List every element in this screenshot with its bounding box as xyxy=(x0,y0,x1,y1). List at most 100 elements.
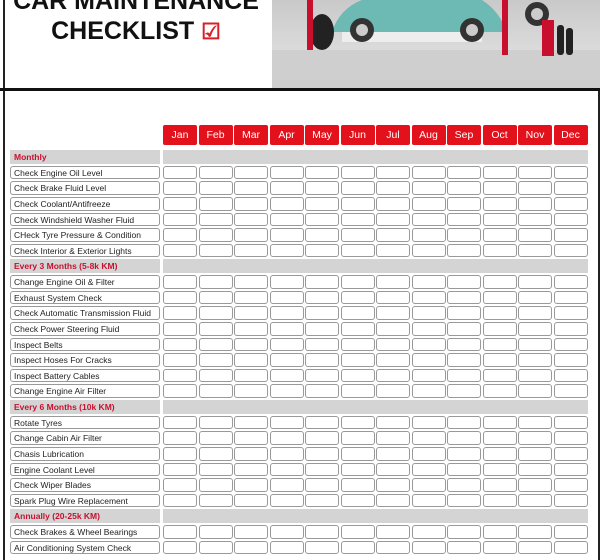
check-cell-oct[interactable] xyxy=(482,415,517,430)
check-cell-oct[interactable] xyxy=(482,290,517,305)
check-cell-sep[interactable] xyxy=(447,181,481,195)
check-cell-nov[interactable] xyxy=(518,228,552,242)
check-cell-jul[interactable] xyxy=(376,196,410,211)
check-cell-feb[interactable] xyxy=(198,431,233,445)
check-cell-oct[interactable] xyxy=(482,181,517,195)
check-cell-jul[interactable] xyxy=(376,212,410,227)
check-cell-may[interactable] xyxy=(305,493,339,508)
check-cell-sep[interactable] xyxy=(447,415,481,430)
check-cell-feb[interactable] xyxy=(198,462,233,477)
check-cell-jul[interactable] xyxy=(376,368,410,383)
check-cell-jun[interactable] xyxy=(340,228,375,242)
check-cell-aug[interactable] xyxy=(411,228,446,242)
check-cell-feb[interactable] xyxy=(198,384,233,398)
check-cell-aug[interactable] xyxy=(411,212,446,227)
check-cell-aug[interactable] xyxy=(411,478,446,492)
check-cell-mar[interactable] xyxy=(234,181,268,195)
check-cell-apr[interactable] xyxy=(269,212,304,227)
check-cell-aug[interactable] xyxy=(411,415,446,430)
check-cell-oct[interactable] xyxy=(482,384,517,398)
check-cell-nov[interactable] xyxy=(518,525,552,539)
check-cell-jun[interactable] xyxy=(340,181,375,195)
check-cell-apr[interactable] xyxy=(269,337,304,352)
check-cell-apr[interactable] xyxy=(269,368,304,383)
check-cell-jul[interactable] xyxy=(376,384,410,398)
check-cell-oct[interactable] xyxy=(482,462,517,477)
check-cell-mar[interactable] xyxy=(234,212,268,227)
check-cell-nov[interactable] xyxy=(518,243,552,258)
check-cell-may[interactable] xyxy=(305,525,339,539)
check-cell-jan[interactable] xyxy=(163,462,197,477)
check-cell-jan[interactable] xyxy=(163,525,197,539)
check-cell-dec[interactable] xyxy=(553,196,588,211)
check-cell-aug[interactable] xyxy=(411,384,446,398)
check-cell-jun[interactable] xyxy=(340,462,375,477)
check-cell-feb[interactable] xyxy=(198,478,233,492)
check-cell-oct[interactable] xyxy=(482,165,517,180)
check-cell-sep[interactable] xyxy=(447,446,481,461)
check-cell-dec[interactable] xyxy=(553,275,588,289)
check-cell-jun[interactable] xyxy=(340,431,375,445)
check-cell-mar[interactable] xyxy=(234,478,268,492)
check-cell-nov[interactable] xyxy=(518,181,552,195)
check-cell-jul[interactable] xyxy=(376,431,410,445)
check-cell-dec[interactable] xyxy=(553,478,588,492)
check-cell-nov[interactable] xyxy=(518,415,552,430)
check-cell-jul[interactable] xyxy=(376,540,410,555)
check-cell-jul[interactable] xyxy=(376,478,410,492)
check-cell-jan[interactable] xyxy=(163,290,197,305)
check-cell-sep[interactable] xyxy=(447,353,481,367)
check-cell-apr[interactable] xyxy=(269,243,304,258)
check-cell-dec[interactable] xyxy=(553,353,588,367)
check-cell-mar[interactable] xyxy=(234,446,268,461)
check-cell-apr[interactable] xyxy=(269,353,304,367)
check-cell-oct[interactable] xyxy=(482,431,517,445)
check-cell-nov[interactable] xyxy=(518,212,552,227)
check-cell-oct[interactable] xyxy=(482,525,517,539)
check-cell-dec[interactable] xyxy=(553,493,588,508)
check-cell-sep[interactable] xyxy=(447,337,481,352)
check-cell-mar[interactable] xyxy=(234,431,268,445)
check-cell-feb[interactable] xyxy=(198,337,233,352)
check-cell-feb[interactable] xyxy=(198,165,233,180)
check-cell-mar[interactable] xyxy=(234,368,268,383)
check-cell-jan[interactable] xyxy=(163,337,197,352)
check-cell-nov[interactable] xyxy=(518,196,552,211)
check-cell-mar[interactable] xyxy=(234,337,268,352)
check-cell-dec[interactable] xyxy=(553,212,588,227)
check-cell-nov[interactable] xyxy=(518,165,552,180)
check-cell-jul[interactable] xyxy=(376,462,410,477)
check-cell-jun[interactable] xyxy=(340,337,375,352)
check-cell-oct[interactable] xyxy=(482,337,517,352)
check-cell-jan[interactable] xyxy=(163,353,197,367)
check-cell-oct[interactable] xyxy=(482,478,517,492)
check-cell-feb[interactable] xyxy=(198,290,233,305)
check-cell-jan[interactable] xyxy=(163,368,197,383)
check-cell-jan[interactable] xyxy=(163,275,197,289)
check-cell-nov[interactable] xyxy=(518,353,552,367)
check-cell-oct[interactable] xyxy=(482,196,517,211)
check-cell-mar[interactable] xyxy=(234,321,268,336)
check-cell-apr[interactable] xyxy=(269,181,304,195)
check-cell-jan[interactable] xyxy=(163,243,197,258)
check-cell-oct[interactable] xyxy=(482,275,517,289)
check-cell-apr[interactable] xyxy=(269,478,304,492)
check-cell-dec[interactable] xyxy=(553,290,588,305)
check-cell-mar[interactable] xyxy=(234,228,268,242)
check-cell-oct[interactable] xyxy=(482,321,517,336)
check-cell-feb[interactable] xyxy=(198,525,233,539)
check-cell-feb[interactable] xyxy=(198,306,233,320)
check-cell-may[interactable] xyxy=(305,478,339,492)
check-cell-nov[interactable] xyxy=(518,540,552,555)
check-cell-feb[interactable] xyxy=(198,243,233,258)
check-cell-apr[interactable] xyxy=(269,462,304,477)
check-cell-mar[interactable] xyxy=(234,493,268,508)
check-cell-jun[interactable] xyxy=(340,243,375,258)
check-cell-aug[interactable] xyxy=(411,540,446,555)
check-cell-mar[interactable] xyxy=(234,165,268,180)
check-cell-may[interactable] xyxy=(305,540,339,555)
check-cell-jul[interactable] xyxy=(376,321,410,336)
check-cell-aug[interactable] xyxy=(411,446,446,461)
check-cell-jan[interactable] xyxy=(163,384,197,398)
check-cell-dec[interactable] xyxy=(553,228,588,242)
